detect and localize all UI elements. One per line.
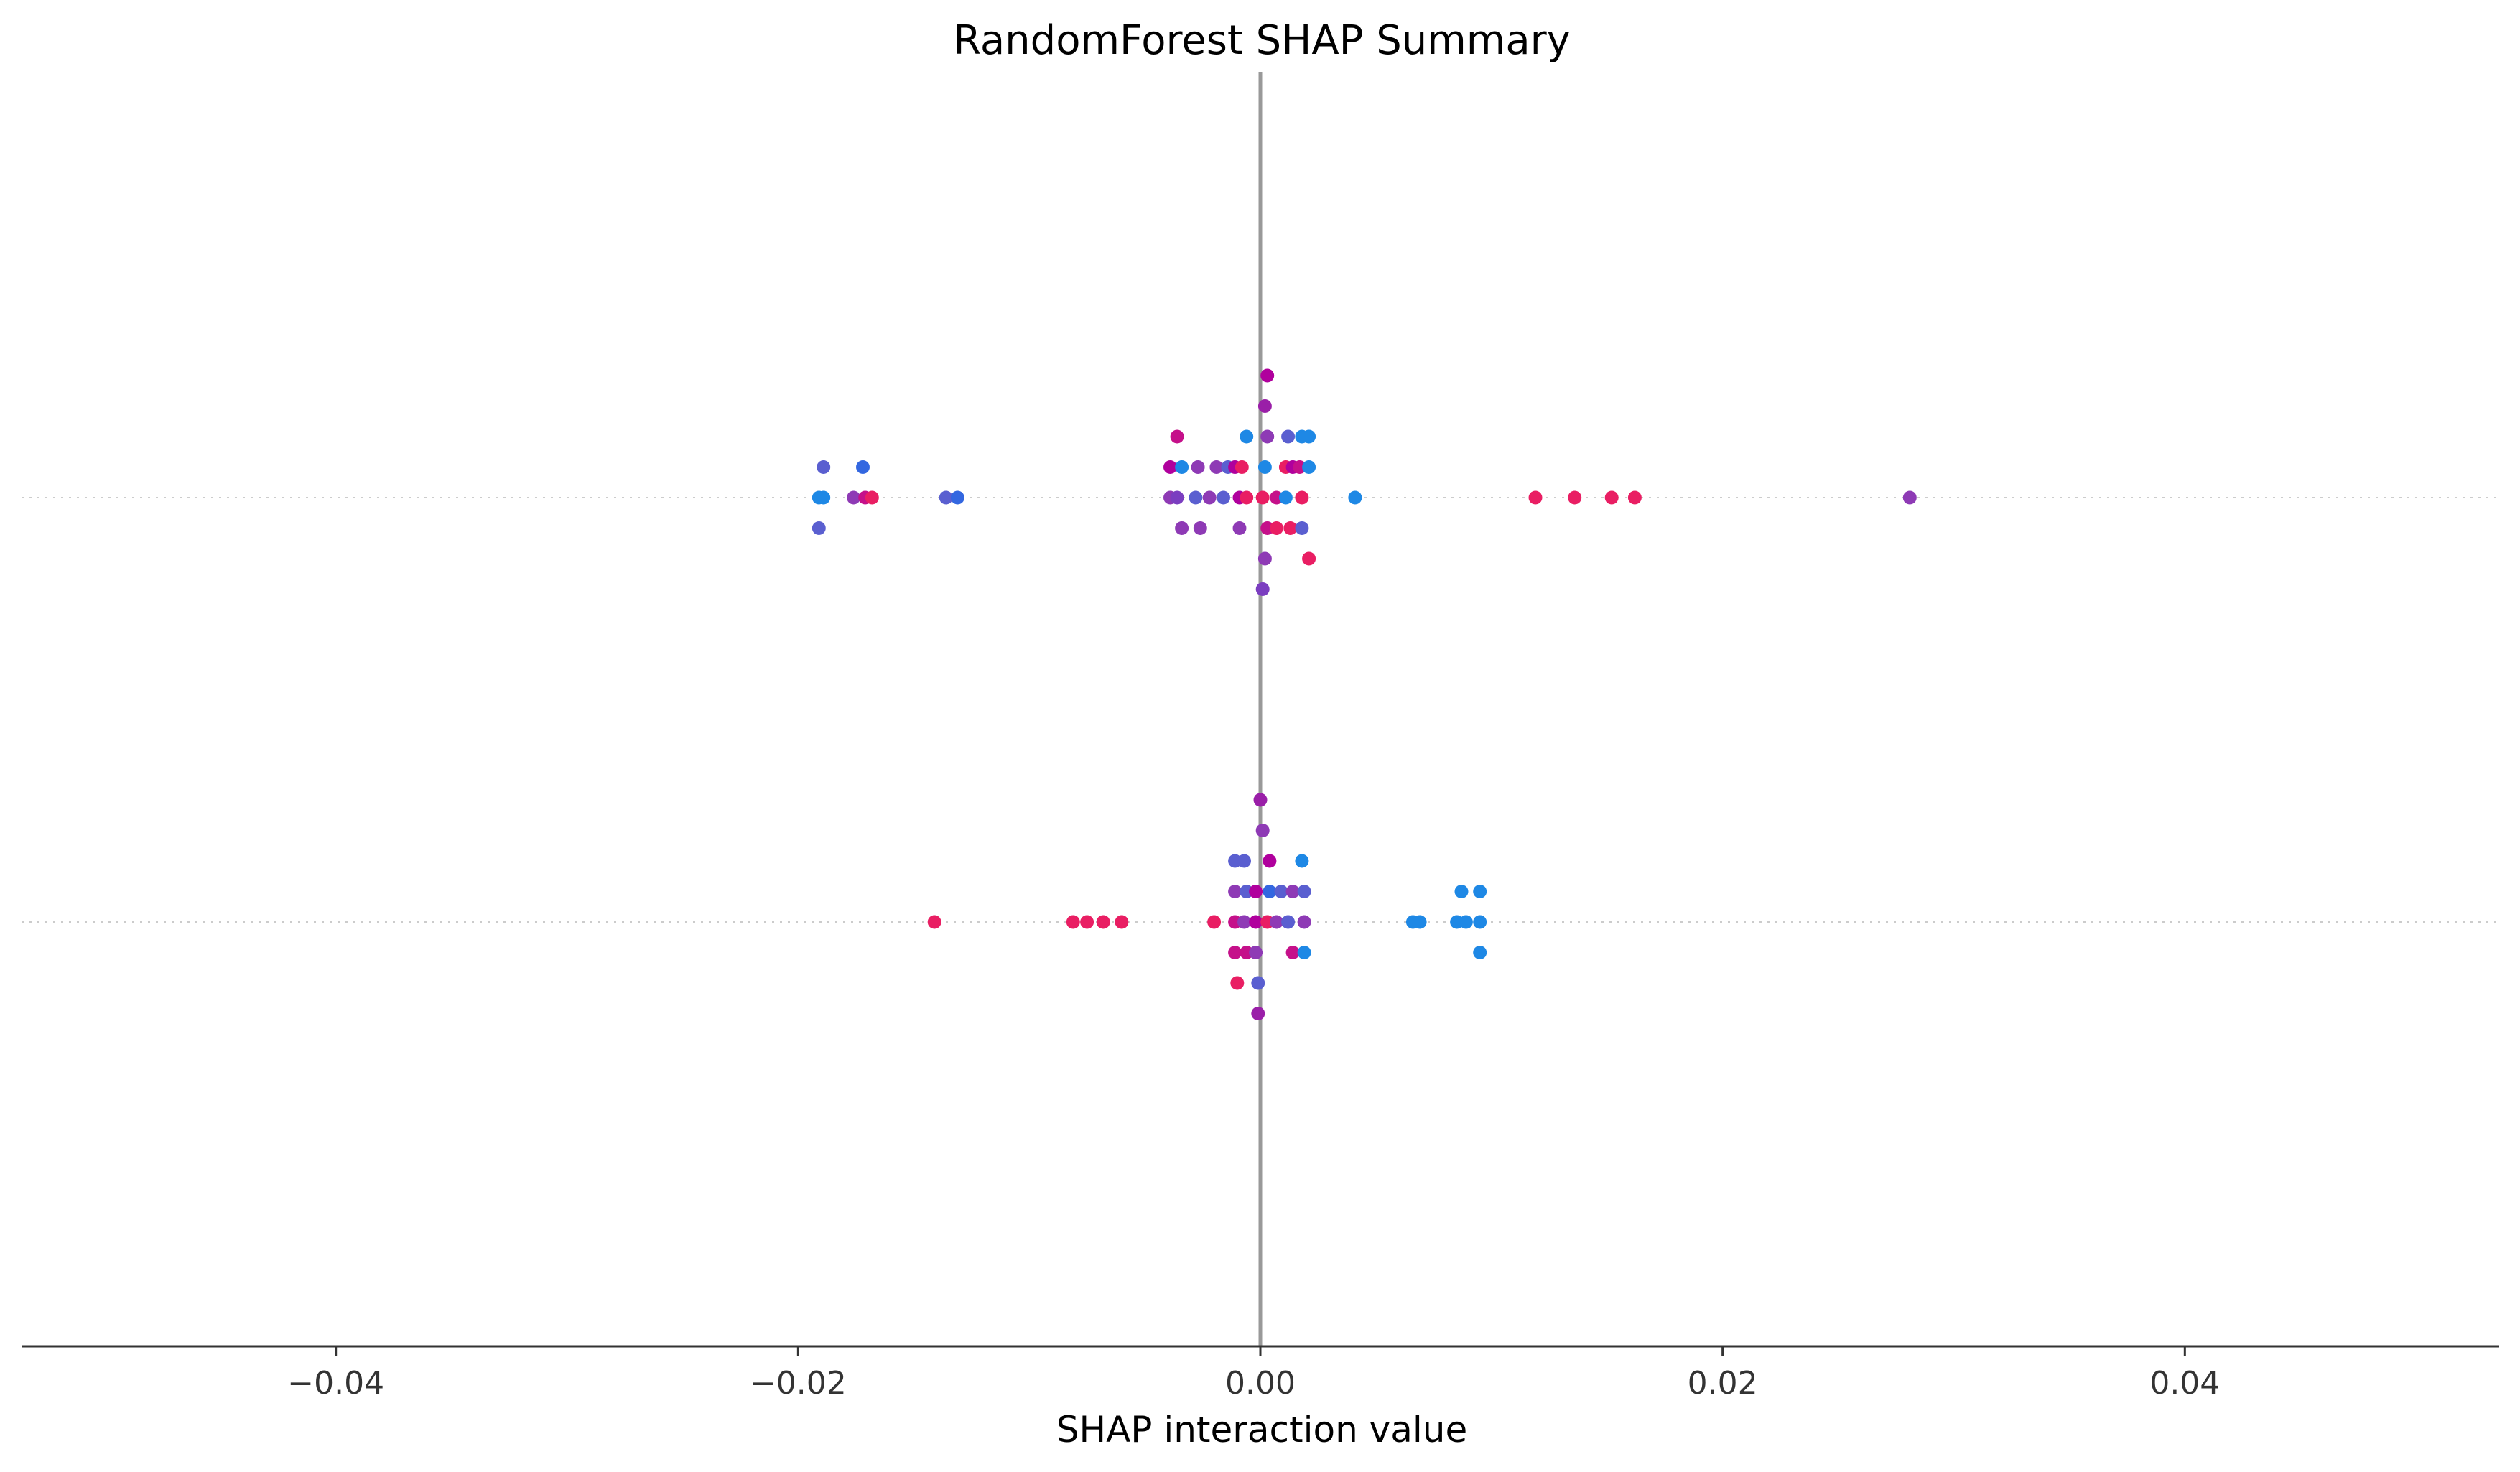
data-point bbox=[1295, 854, 1309, 868]
data-point bbox=[1257, 399, 1272, 413]
data-point bbox=[1454, 885, 1469, 898]
data-point bbox=[1295, 490, 1309, 505]
data-point bbox=[1295, 521, 1309, 535]
x-tick-label: 0.00 bbox=[1225, 1365, 1296, 1402]
data-point bbox=[1283, 521, 1298, 535]
data-point bbox=[1163, 460, 1177, 474]
data-point bbox=[1175, 460, 1189, 474]
data-point bbox=[1193, 521, 1207, 535]
data-point bbox=[1228, 885, 1242, 898]
data-point bbox=[1228, 946, 1242, 959]
data-point bbox=[1191, 460, 1205, 474]
data-point bbox=[1627, 490, 1642, 505]
data-point bbox=[1260, 429, 1275, 444]
data-point bbox=[1413, 915, 1427, 929]
data-point bbox=[1473, 915, 1487, 929]
data-point bbox=[1170, 429, 1184, 444]
x-tick-label: 0.02 bbox=[1688, 1365, 1758, 1402]
data-point bbox=[1249, 885, 1263, 898]
data-point bbox=[1260, 368, 1275, 383]
data-point bbox=[1348, 490, 1362, 505]
data-point bbox=[1115, 915, 1129, 929]
data-point bbox=[1202, 490, 1217, 505]
data-point bbox=[1189, 490, 1203, 505]
data-point bbox=[1285, 885, 1300, 898]
x-axis-ticks: −0.04 −0.02 0.00 0.02 0.04 bbox=[287, 1346, 2220, 1402]
data-point bbox=[812, 521, 826, 535]
data-point bbox=[1263, 854, 1277, 868]
data-point bbox=[1249, 915, 1263, 929]
data-point bbox=[1902, 490, 1917, 505]
data-point bbox=[1251, 976, 1265, 990]
data-point bbox=[1281, 429, 1296, 444]
data-point bbox=[1217, 490, 1230, 505]
data-point bbox=[1270, 521, 1283, 535]
data-point bbox=[1263, 885, 1277, 898]
data-point bbox=[1255, 490, 1270, 505]
data-point bbox=[1604, 490, 1619, 505]
x-axis-label: SHAP interaction value bbox=[1056, 1409, 1467, 1450]
data-point bbox=[847, 490, 861, 505]
data-point bbox=[1096, 915, 1110, 929]
data-point bbox=[1528, 490, 1543, 505]
data-point bbox=[1249, 946, 1263, 959]
data-points bbox=[812, 368, 1917, 1020]
data-point bbox=[1251, 1007, 1265, 1020]
data-point bbox=[1066, 915, 1080, 929]
data-point bbox=[927, 915, 941, 929]
data-point bbox=[1568, 490, 1582, 505]
data-point bbox=[1297, 885, 1311, 898]
data-point bbox=[856, 460, 870, 474]
data-point bbox=[1207, 915, 1222, 929]
x-tick-label: −0.04 bbox=[287, 1365, 384, 1402]
data-point bbox=[1235, 460, 1249, 474]
data-point bbox=[1175, 521, 1189, 535]
data-point bbox=[1473, 885, 1487, 898]
data-point bbox=[1281, 915, 1296, 929]
data-point bbox=[950, 490, 964, 505]
data-point bbox=[1278, 490, 1293, 505]
data-point bbox=[1232, 521, 1247, 535]
data-point bbox=[817, 460, 831, 474]
data-point bbox=[1297, 946, 1311, 959]
data-point bbox=[1302, 460, 1316, 474]
data-point bbox=[1240, 429, 1254, 444]
data-point bbox=[1255, 824, 1270, 837]
data-point bbox=[1253, 793, 1268, 807]
data-point bbox=[1080, 915, 1094, 929]
data-point bbox=[1170, 490, 1184, 505]
data-point bbox=[1302, 551, 1316, 566]
data-point bbox=[1230, 976, 1245, 990]
x-tick-label: −0.02 bbox=[750, 1365, 847, 1402]
x-tick-label: 0.04 bbox=[2149, 1365, 2220, 1402]
data-point bbox=[1285, 946, 1300, 959]
data-point bbox=[1270, 915, 1283, 929]
data-point bbox=[1473, 946, 1487, 959]
data-point bbox=[1257, 460, 1272, 474]
chart-title: RandomForest SHAP Summary bbox=[953, 17, 1571, 64]
data-point bbox=[939, 490, 953, 505]
data-point bbox=[1297, 915, 1311, 929]
data-point bbox=[1240, 490, 1254, 505]
data-point bbox=[1237, 854, 1251, 868]
data-point bbox=[1302, 429, 1316, 444]
data-point bbox=[1274, 885, 1288, 898]
data-point bbox=[1255, 582, 1270, 596]
data-point bbox=[1257, 551, 1272, 566]
data-point bbox=[865, 490, 879, 505]
data-point bbox=[1209, 460, 1224, 474]
data-point bbox=[1459, 915, 1473, 929]
data-point bbox=[1237, 915, 1251, 929]
data-point bbox=[817, 490, 831, 505]
